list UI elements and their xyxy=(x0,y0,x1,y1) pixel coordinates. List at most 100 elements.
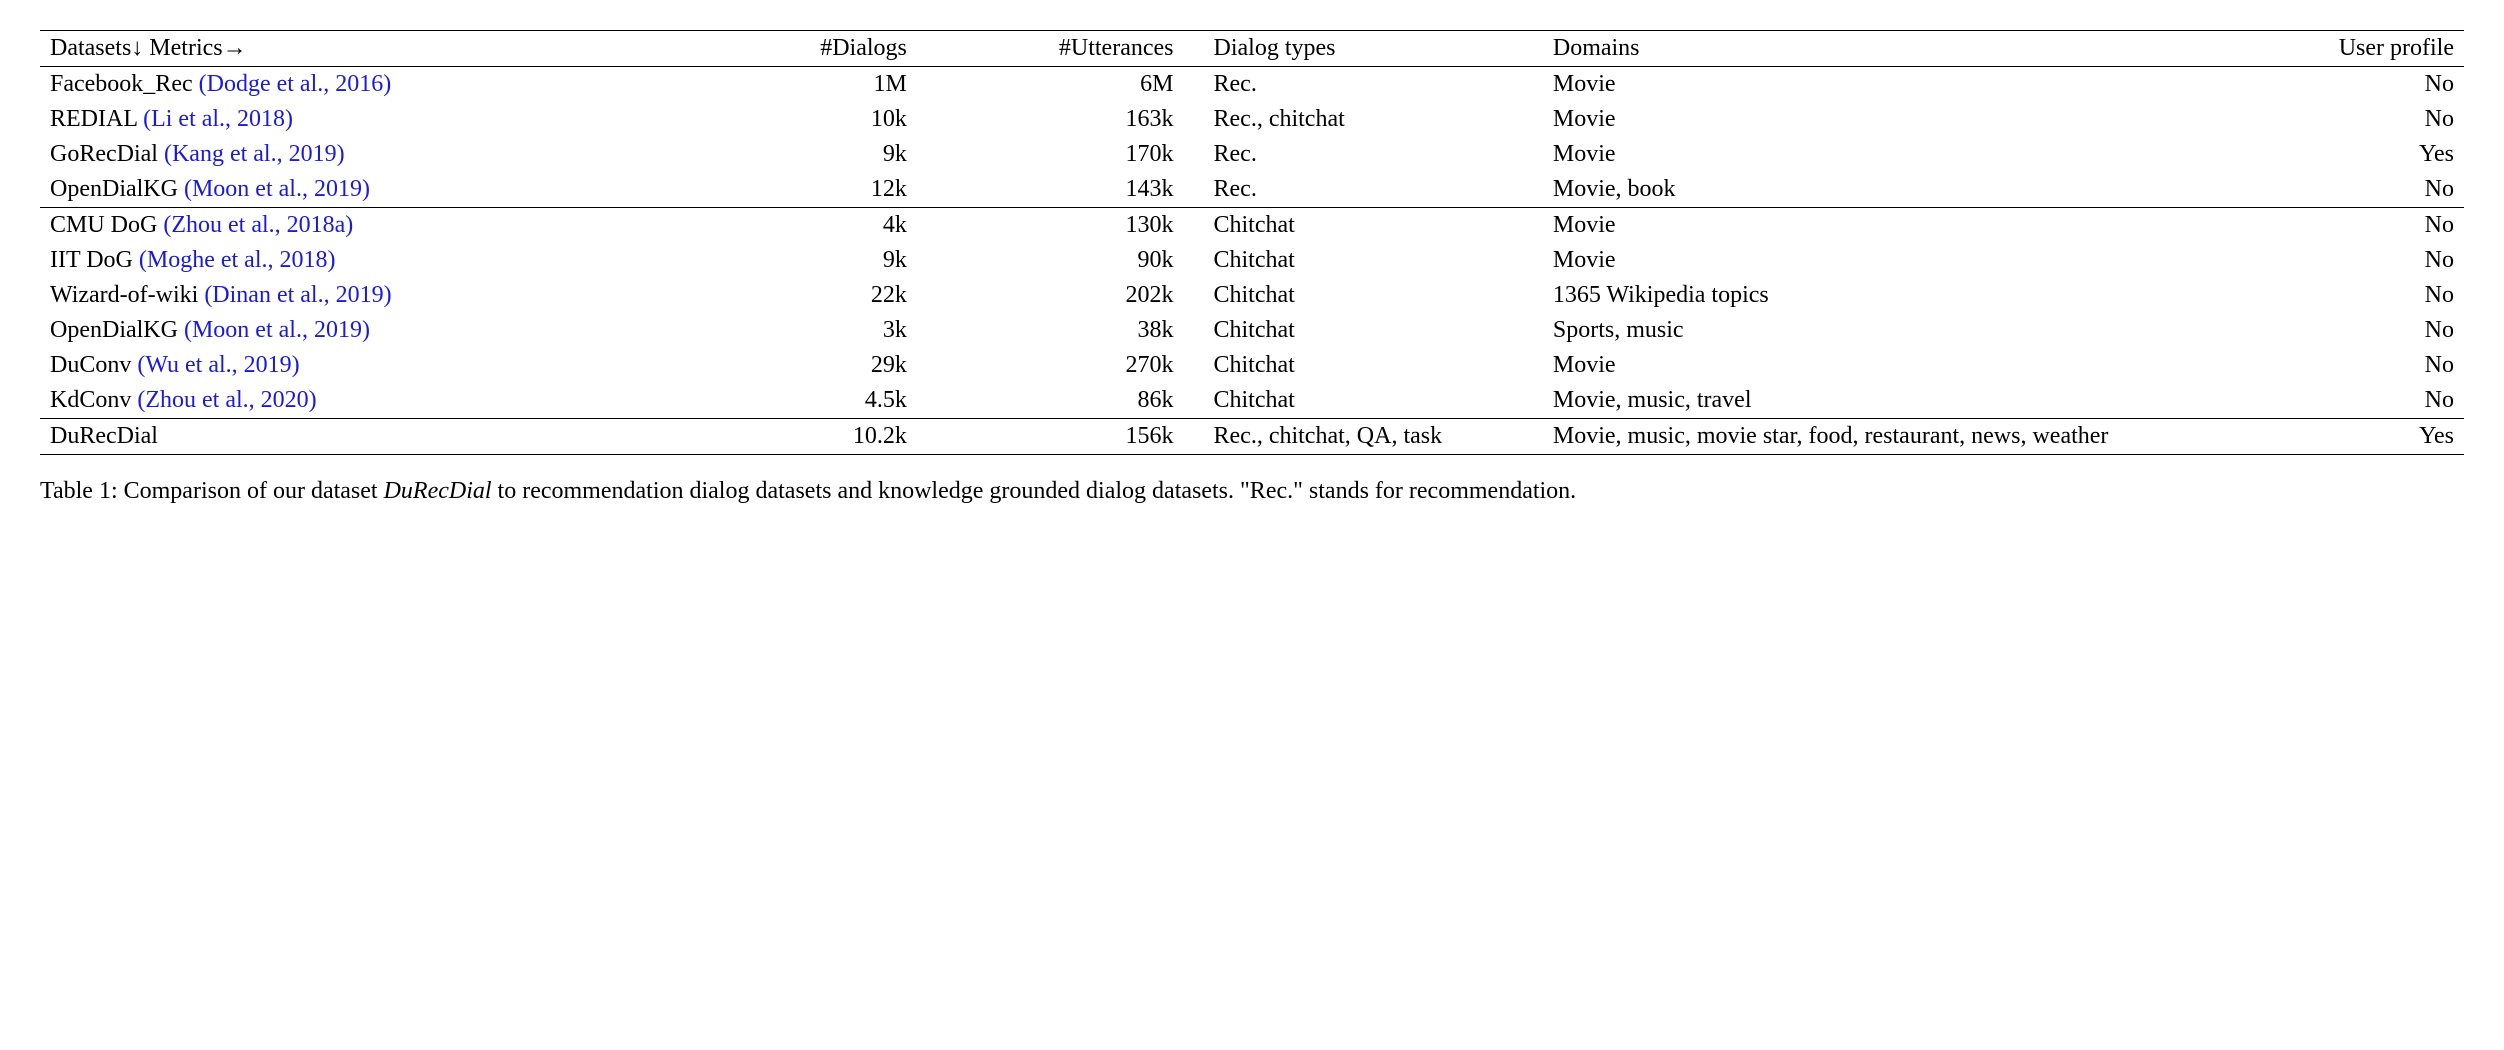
cell-profile: No xyxy=(2149,208,2464,244)
cell-domains: Sports, music xyxy=(1543,313,2149,348)
cell-utterances: 170k xyxy=(937,137,1204,172)
cell-dataset: OpenDialKG (Moon et al., 2019) xyxy=(40,313,719,348)
citation-link[interactable]: (Moon et al., 2019) xyxy=(184,317,370,343)
cell-utterances: 86k xyxy=(937,383,1204,419)
cell-types: Chitchat xyxy=(1204,313,1543,348)
cell-utterances: 90k xyxy=(937,243,1204,278)
cell-profile: No xyxy=(2149,383,2464,419)
table-row: OpenDialKG (Moon et al., 2019)12k143kRec… xyxy=(40,172,2464,208)
cell-profile: Yes xyxy=(2149,137,2464,172)
table-row: Wizard-of-wiki (Dinan et al., 2019)22k20… xyxy=(40,278,2464,313)
table-row: GoRecDial (Kang et al., 2019)9k170kRec.M… xyxy=(40,137,2464,172)
dataset-name-text: REDIAL xyxy=(50,106,137,132)
cell-domains: Movie xyxy=(1543,137,2149,172)
cell-utterances: 163k xyxy=(937,102,1204,137)
dataset-name-text: OpenDialKG xyxy=(50,317,178,343)
cell-profile: No xyxy=(2149,313,2464,348)
header-datasets: Datasets↓ Metrics→ xyxy=(40,31,719,67)
table-row: OpenDialKG (Moon et al., 2019)3k38kChitc… xyxy=(40,313,2464,348)
cell-types: Rec. xyxy=(1204,137,1543,172)
cell-domains: Movie, music, movie star, food, restaura… xyxy=(1543,419,2149,455)
dataset-name-text: DuConv xyxy=(50,352,131,378)
cell-utterances: 130k xyxy=(937,208,1204,244)
cell-types: Rec., chitchat xyxy=(1204,102,1543,137)
caption-suffix: to recommendation dialog datasets and kn… xyxy=(492,478,1577,504)
table-row: CMU DoG (Zhou et al., 2018a)4k130kChitch… xyxy=(40,208,2464,244)
cell-domains: Movie xyxy=(1543,243,2149,278)
header-profile: User profile xyxy=(2149,31,2464,67)
header-utterances: #Utterances xyxy=(937,31,1204,67)
table-row: KdConv (Zhou et al., 2020)4.5k86kChitcha… xyxy=(40,383,2464,419)
table-row: DuRecDial10.2k156kRec., chitchat, QA, ta… xyxy=(40,419,2464,455)
table-caption: Table 1: Comparison of our dataset DuRec… xyxy=(40,475,2464,507)
cell-profile: Yes xyxy=(2149,419,2464,455)
citation-link[interactable]: (Zhou et al., 2020) xyxy=(137,387,316,413)
cell-utterances: 38k xyxy=(937,313,1204,348)
cell-types: Rec., chitchat, QA, task xyxy=(1204,419,1543,455)
table-header-row: Datasets↓ Metrics→ #Dialogs #Utterances … xyxy=(40,31,2464,67)
cell-profile: No xyxy=(2149,278,2464,313)
cell-profile: No xyxy=(2149,102,2464,137)
cell-dialogs: 1M xyxy=(719,67,937,103)
cell-dialogs: 9k xyxy=(719,137,937,172)
citation-link[interactable]: (Moghe et al., 2018) xyxy=(139,247,336,273)
citation-link[interactable]: (Dinan et al., 2019) xyxy=(204,282,391,308)
cell-dialogs: 4.5k xyxy=(719,383,937,419)
table-row: Facebook_Rec (Dodge et al., 2016)1M6MRec… xyxy=(40,67,2464,103)
comparison-table: Datasets↓ Metrics→ #Dialogs #Utterances … xyxy=(40,30,2464,455)
caption-prefix: Table 1: Comparison of our dataset xyxy=(40,478,384,504)
cell-types: Chitchat xyxy=(1204,208,1543,244)
dataset-name-text: KdConv xyxy=(50,387,131,413)
cell-dialogs: 22k xyxy=(719,278,937,313)
cell-types: Rec. xyxy=(1204,172,1543,208)
cell-domains: Movie, music, travel xyxy=(1543,383,2149,419)
cell-types: Chitchat xyxy=(1204,243,1543,278)
cell-domains: 1365 Wikipedia topics xyxy=(1543,278,2149,313)
cell-dataset: Wizard-of-wiki (Dinan et al., 2019) xyxy=(40,278,719,313)
cell-profile: No xyxy=(2149,67,2464,103)
cell-domains: Movie, book xyxy=(1543,172,2149,208)
cell-utterances: 143k xyxy=(937,172,1204,208)
cell-dataset: DuConv (Wu et al., 2019) xyxy=(40,348,719,383)
cell-dataset: IIT DoG (Moghe et al., 2018) xyxy=(40,243,719,278)
cell-domains: Movie xyxy=(1543,67,2149,103)
cell-profile: No xyxy=(2149,172,2464,208)
caption-dataset-name: DuRecDial xyxy=(384,478,492,504)
cell-dataset: Facebook_Rec (Dodge et al., 2016) xyxy=(40,67,719,103)
table-row: DuConv (Wu et al., 2019)29k270kChitchatM… xyxy=(40,348,2464,383)
cell-dialogs: 4k xyxy=(719,208,937,244)
cell-dialogs: 3k xyxy=(719,313,937,348)
header-dialogs: #Dialogs xyxy=(719,31,937,67)
table-row: IIT DoG (Moghe et al., 2018)9k90kChitcha… xyxy=(40,243,2464,278)
citation-link[interactable]: (Moon et al., 2019) xyxy=(184,176,370,202)
cell-types: Rec. xyxy=(1204,67,1543,103)
cell-utterances: 270k xyxy=(937,348,1204,383)
dataset-name-text: Facebook_Rec xyxy=(50,71,193,97)
citation-link[interactable]: (Dodge et al., 2016) xyxy=(199,71,392,97)
cell-profile: No xyxy=(2149,243,2464,278)
header-domains: Domains xyxy=(1543,31,2149,67)
cell-dialogs: 9k xyxy=(719,243,937,278)
cell-dialogs: 29k xyxy=(719,348,937,383)
cell-types: Chitchat xyxy=(1204,278,1543,313)
cell-dialogs: 10.2k xyxy=(719,419,937,455)
cell-dialogs: 12k xyxy=(719,172,937,208)
cell-profile: No xyxy=(2149,348,2464,383)
cell-domains: Movie xyxy=(1543,348,2149,383)
table-body: Facebook_Rec (Dodge et al., 2016)1M6MRec… xyxy=(40,67,2464,455)
table-row: REDIAL (Li et al., 2018)10k163kRec., chi… xyxy=(40,102,2464,137)
cell-domains: Movie xyxy=(1543,208,2149,244)
citation-link[interactable]: (Zhou et al., 2018a) xyxy=(163,212,353,238)
cell-utterances: 6M xyxy=(937,67,1204,103)
dataset-name-text: OpenDialKG xyxy=(50,176,178,202)
citation-link[interactable]: (Li et al., 2018) xyxy=(143,106,293,132)
citation-link[interactable]: (Kang et al., 2019) xyxy=(164,141,345,167)
dataset-name-text: IIT DoG xyxy=(50,247,133,273)
cell-dataset: OpenDialKG (Moon et al., 2019) xyxy=(40,172,719,208)
cell-dataset: REDIAL (Li et al., 2018) xyxy=(40,102,719,137)
dataset-name-text: CMU DoG xyxy=(50,212,157,238)
cell-dataset: CMU DoG (Zhou et al., 2018a) xyxy=(40,208,719,244)
cell-dataset: DuRecDial xyxy=(40,419,719,455)
cell-types: Chitchat xyxy=(1204,348,1543,383)
citation-link[interactable]: (Wu et al., 2019) xyxy=(137,352,299,378)
